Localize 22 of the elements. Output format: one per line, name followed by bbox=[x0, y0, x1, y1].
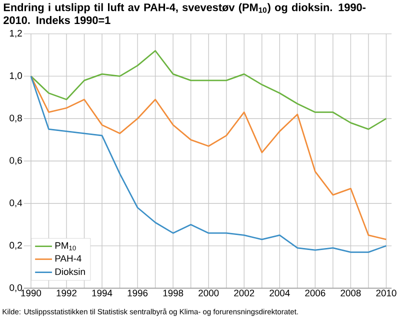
x-tick-label: 2010 bbox=[376, 290, 396, 296]
y-tick-label: 0,0 bbox=[10, 284, 22, 292]
x-tick-label: 2002 bbox=[234, 290, 254, 296]
x-tick-label: 2006 bbox=[305, 290, 326, 296]
x-tick-label: 1994 bbox=[92, 290, 112, 296]
y-tick-label: 0,4 bbox=[10, 200, 22, 208]
chart-title: Endring i utslipp til luft av PAH-4, svevestøv (PM$_{10}$) og dioksin. 1990-2010. Indeks 1990=1 bbox=[4, 3, 366, 24]
legend-label: PAH-4 bbox=[55, 255, 82, 262]
x-tick-label: 1996 bbox=[128, 290, 148, 296]
y-tick-label: 1,0 bbox=[10, 72, 22, 80]
y-tick-label: 0,8 bbox=[10, 114, 22, 122]
y-tick-label: 0,2 bbox=[10, 242, 22, 250]
y-tick-label: 0,6 bbox=[10, 157, 22, 165]
y-tick-label: 1,2 bbox=[10, 30, 22, 38]
legend-label: Dioksin bbox=[55, 268, 85, 276]
x-tick-label: 1992 bbox=[56, 290, 76, 296]
x-tick-label: 2008 bbox=[340, 290, 361, 296]
legend-label: PM$_{10}$ bbox=[55, 242, 76, 250]
x-tick-label: 2004 bbox=[270, 290, 290, 296]
x-tick-label: 1990 bbox=[21, 290, 42, 296]
x-tick-label: 1998 bbox=[163, 290, 184, 296]
x-tick-label: 2000 bbox=[198, 290, 219, 296]
